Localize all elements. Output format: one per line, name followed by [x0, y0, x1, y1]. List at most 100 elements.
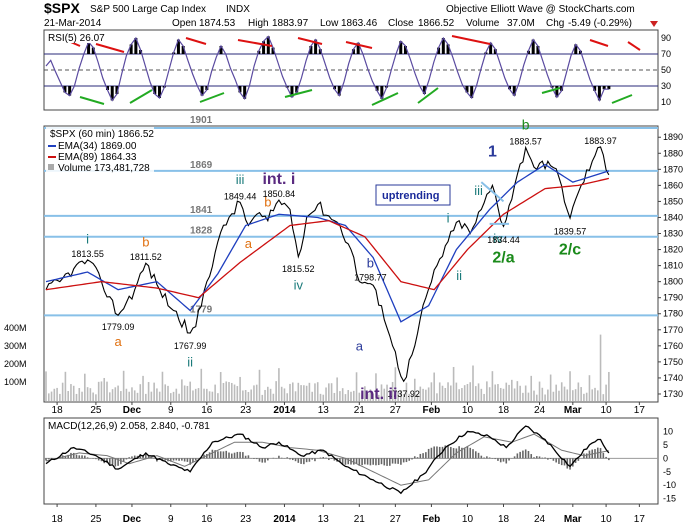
annotation-label: 1767.99	[174, 341, 207, 351]
annotation-label: ii	[187, 355, 193, 370]
x-label-bottom-27: 27	[390, 514, 402, 525]
rsi-trend-green-3	[284, 89, 313, 98]
hline-label-1869: 1869	[190, 160, 213, 171]
rsi-tick-label: 70	[661, 49, 671, 59]
x-label-21: 21	[354, 405, 366, 416]
price-tick-label: 1890	[663, 132, 683, 142]
price-tick-label: 1730	[663, 389, 683, 399]
annotation-label: 1883.57	[509, 137, 542, 147]
high-label: High	[248, 18, 269, 29]
rsi-trend-red-5	[345, 41, 373, 49]
volume-label: Volume	[466, 18, 500, 29]
annotation-label: b	[367, 255, 374, 270]
x-label-24: 24	[534, 405, 546, 416]
rsi-trend-green-0	[79, 96, 105, 105]
rsi-tick-label: 30	[661, 81, 671, 91]
macd-line	[45, 425, 610, 495]
annotation-label: int. i	[262, 171, 295, 188]
legend-volume: Volume 173,481,728	[58, 163, 150, 174]
volume-tick-label: 200M	[4, 359, 27, 369]
annotation-label: iii	[236, 172, 245, 187]
price-tick-label: 1760	[663, 341, 683, 351]
x-label-17: 17	[634, 405, 646, 416]
macd-tick-label: -5	[663, 467, 671, 477]
annotation-label: 1779.09	[102, 322, 135, 332]
rsi-trend-red-2	[185, 37, 207, 45]
chart-date: 21-Mar-2014	[44, 18, 102, 29]
annotation-label: int. ii	[360, 386, 397, 403]
annotation-label: 2/a	[492, 249, 514, 266]
x-label-bottom-18: 18	[52, 514, 64, 525]
x-label-10: 10	[462, 405, 474, 416]
volume-tick-label: 400M	[4, 323, 27, 333]
price-tick-label: 1830	[663, 229, 683, 239]
annotation-label: 1815.52	[282, 264, 315, 274]
rsi-trend-red-4	[297, 37, 323, 45]
x-label-25: 25	[90, 405, 102, 416]
macd-tick-label: -15	[663, 494, 676, 504]
rsi-trend-green-6	[541, 87, 561, 94]
annotation-label: a	[114, 334, 122, 349]
uptrending-box	[375, 184, 451, 206]
price-tick-label: 1770	[663, 325, 683, 335]
x-label-9: 9	[168, 405, 174, 416]
close-value: 1866.52	[418, 18, 455, 29]
chart-watermark: Objective Elliott Wave @ StockCharts.com	[446, 4, 635, 15]
x-label-Mar: Mar	[564, 405, 582, 416]
hline-label-1779: 1779	[190, 304, 213, 315]
x-label-bottom-Feb: Feb	[423, 514, 441, 525]
chg-label: Chg	[546, 18, 564, 29]
annotation-label: 1850.84	[263, 189, 296, 199]
price-tick-label: 1880	[663, 148, 683, 158]
rsi-trend-green-5	[417, 87, 439, 104]
rsi-trend-red-7	[589, 39, 609, 47]
annotation-label: b	[522, 116, 530, 132]
annotation-label: 1834.44	[487, 235, 520, 245]
ohlc-readout: Open 1874.53 High 1883.97 Low 1863.46 Cl…	[172, 18, 632, 29]
annotation-label: i	[86, 231, 89, 246]
hline-label-1828: 1828	[190, 226, 213, 237]
open-label: Open	[172, 18, 196, 29]
rsi-label: RSI(5) 26.07	[48, 33, 105, 44]
price-tick-label: 1800	[663, 277, 683, 287]
price-legend: $SPX (60 min) 1866.52 EMA(34) 1869.00 EM…	[46, 127, 154, 174]
open-value: 1874.53	[199, 18, 236, 29]
volume-value: 37.0M	[507, 18, 535, 29]
annotation-label: iv	[493, 231, 503, 246]
annotation-label: a	[356, 339, 364, 354]
x-label-bottom-25: 25	[90, 514, 102, 525]
x-label-bottom-23: 23	[240, 514, 252, 525]
x-label-bottom-Dec: Dec	[123, 514, 142, 525]
annotation-label: 1849.44	[224, 191, 257, 201]
high-value: 1883.97	[272, 18, 309, 29]
hline-label-1841: 1841	[190, 205, 213, 216]
macd-tick-label: 0	[663, 453, 668, 463]
x-label-bottom-9: 9	[168, 514, 174, 525]
legend-title: $SPX (60 min) 1866.52	[50, 129, 154, 140]
rsi-trend-green-1	[129, 89, 153, 104]
x-label-bottom-Mar: Mar	[564, 514, 582, 525]
rsi-trend-red-6	[451, 35, 491, 45]
rsi-line	[45, 35, 609, 102]
annotation-label: b	[142, 235, 149, 250]
rsi-trend-green-2	[199, 92, 225, 103]
x-label-bottom-17: 17	[634, 514, 646, 525]
x-label-bottom-10: 10	[462, 514, 474, 525]
x-label-bottom-16: 16	[201, 514, 213, 525]
annotation-label: 1737.92	[387, 389, 420, 399]
x-label-13: 13	[318, 405, 330, 416]
x-label-bottom-24: 24	[534, 514, 546, 525]
chart-symbol: $SPX	[44, 0, 80, 16]
x-label-23: 23	[240, 405, 252, 416]
x-label-10: 10	[601, 405, 613, 416]
rsi-trend-red-3	[237, 39, 273, 47]
x-label-2014: 2014	[273, 405, 296, 416]
legend-ema34: EMA(34) 1869.00	[58, 141, 137, 152]
price-tick-label: 1850	[663, 196, 683, 206]
ema89-line	[45, 177, 610, 299]
annotation-label: iv	[294, 278, 304, 293]
annotation-label: 1883.97	[584, 136, 617, 146]
x-label-Feb: Feb	[423, 405, 441, 416]
annotation-label: 1798.77	[354, 273, 387, 283]
